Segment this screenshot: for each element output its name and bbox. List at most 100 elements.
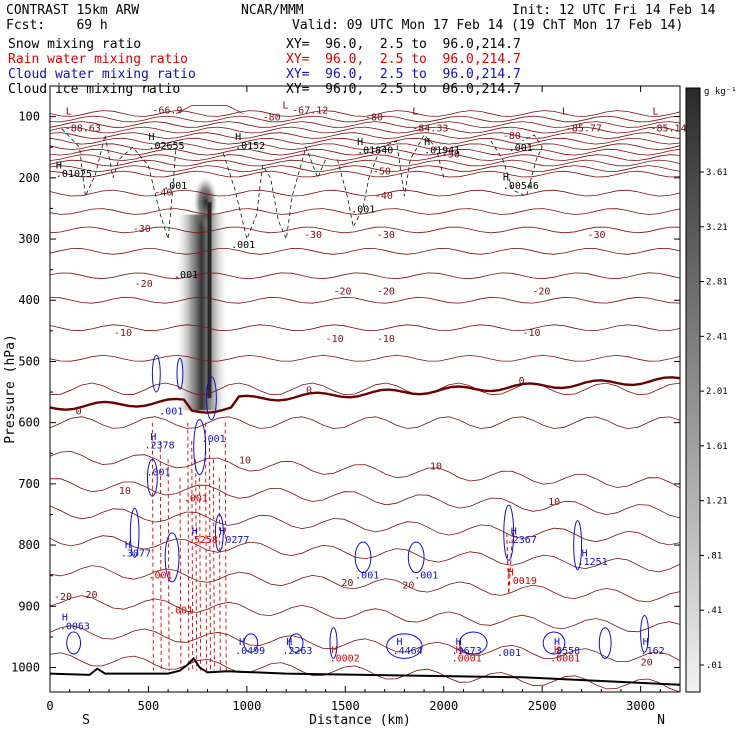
x-tick-label: 1000	[232, 699, 261, 713]
x-tick-label: 1500	[331, 699, 360, 713]
isotherm-line	[49, 324, 681, 332]
isotherm-label: -30	[377, 230, 395, 241]
isotherm-line	[49, 159, 681, 167]
field-xy-snow: XY= 96.0, 2.5 to 96.0,214.7	[286, 37, 521, 52]
colorbar-tick-label: 2.41	[706, 332, 728, 342]
valid-time: Valid: 09 UTC Mon 17 Feb 14 (19 ChT Mon …	[292, 18, 683, 33]
field-xy-cloud-ice: XY= 96.0, 2.5 to 96.0,214.7	[286, 82, 521, 97]
extremum-label: H	[643, 637, 649, 648]
rain-contour	[167, 459, 170, 671]
snow-shading	[176, 176, 228, 411]
extremum-label: .001	[351, 204, 375, 215]
extremum-label: .001	[497, 648, 521, 659]
extremum-label: .001	[146, 468, 170, 479]
isotherm-line	[49, 143, 681, 151]
colorbar-tick-label: .41	[706, 606, 722, 616]
extremum-label: H	[239, 637, 245, 648]
extremum-label: .001	[509, 143, 533, 154]
cloud-water-contour	[503, 504, 515, 561]
colorbar-tick-label: 2.81	[706, 278, 728, 288]
isotherm-label: -85.14	[650, 124, 686, 135]
isotherm-label: 20	[85, 590, 97, 601]
cloud-water-contour	[288, 633, 304, 653]
y-tick-label: 1000	[11, 661, 40, 675]
x-axis-south-label: S	[82, 713, 90, 728]
isotherm-line	[49, 148, 681, 156]
extremum-label: .4464	[393, 646, 423, 657]
extremum-label: H	[554, 637, 560, 648]
extremum-label: L	[282, 100, 288, 111]
isotherm-line	[49, 154, 681, 162]
isotherm-line	[49, 126, 681, 134]
isotherm-label: 10	[239, 455, 251, 466]
cloud-water-contour	[206, 376, 217, 421]
isotherm-label: -10	[326, 334, 344, 345]
isotherm-line	[49, 189, 681, 197]
extremum-label: .0001	[550, 654, 580, 665]
extremum-label: L	[412, 106, 418, 117]
colorbar-tick-label: 1.61	[706, 442, 728, 452]
isotherm-line	[49, 247, 681, 255]
isotherm-line	[49, 565, 681, 603]
isotherm-label: -30	[133, 224, 151, 235]
extremum-label: L	[652, 106, 658, 117]
extremum-label: .2378	[145, 441, 175, 452]
isotherm-line	[49, 121, 681, 128]
colorbar-ticks: 3.61 3.21 2.81 2.41 2.01 1.61 1.21 .81 .41 .01	[700, 168, 728, 671]
rain-contour	[159, 441, 162, 671]
zero-isotherm	[49, 376, 681, 414]
isotherm-line	[49, 416, 681, 430]
extremum-label: .001	[414, 570, 438, 581]
isotherm-label: 0	[519, 376, 525, 387]
extremum-label: L	[66, 106, 72, 117]
extremum-label: .001	[163, 181, 187, 192]
isotherm-line	[49, 478, 681, 519]
isotherm-line	[175, 105, 244, 114]
cloud-water-contour	[329, 627, 338, 659]
extremum-label: .0002	[330, 654, 360, 665]
extremum-label: .001	[202, 434, 226, 445]
colorbar-tick-label: 1.21	[706, 497, 728, 507]
x-tick-label: 3000	[626, 699, 655, 713]
extremum-label: .01840	[357, 146, 393, 157]
isotherm-line	[49, 170, 681, 178]
extremum-label: H	[424, 137, 430, 148]
isotherm-line	[49, 115, 681, 123]
extremum-label: .1251	[578, 557, 608, 568]
extremum-label: H	[125, 540, 131, 551]
isotherm-line	[49, 208, 681, 215]
isotherm-line	[49, 382, 681, 396]
isotherm-label: -88.63	[65, 124, 101, 135]
y-tick-label: 700	[18, 477, 40, 491]
extremum-label: .2367	[507, 535, 537, 546]
rain-contour	[195, 459, 198, 671]
x-tick-label: 2500	[528, 699, 557, 713]
x-tick-label: 0	[46, 699, 53, 713]
init-time: Init: 12 UTC Fri 14 Feb 14	[512, 3, 716, 18]
isotherm-label: -30	[304, 230, 322, 241]
isotherm-label: 0	[306, 386, 312, 397]
isotherm-label: 0	[76, 406, 82, 417]
cloud-water-contour	[193, 419, 207, 476]
isotherm-label: -50	[373, 166, 391, 177]
isotherm-label: -40	[154, 187, 172, 198]
isotherm-line	[49, 110, 681, 117]
isotherm-label: -67.12	[292, 105, 328, 116]
field-xy-cloud-water: XY= 96.0, 2.5 to 96.0,214.7	[286, 67, 521, 82]
cloud-ice-contour	[337, 134, 445, 228]
extremum-label: L	[562, 106, 568, 117]
snow-plume-core	[207, 202, 212, 399]
isotherm-line	[49, 625, 681, 662]
y-tick-label: 500	[18, 354, 40, 368]
isotherm-label: -40	[375, 191, 393, 202]
colorbar-unit: g kg⁻¹	[704, 87, 737, 97]
x-tick-label: 500	[138, 699, 160, 713]
isotherm-label: -30	[587, 230, 605, 241]
isotherm-line	[49, 450, 681, 489]
org-label: NCAR/MMM	[241, 3, 304, 18]
colorbar-tick-label: 3.61	[706, 168, 728, 178]
isotherm-line	[49, 226, 681, 234]
extremum-label: H	[456, 637, 462, 648]
y-tick-label: 300	[18, 232, 40, 246]
